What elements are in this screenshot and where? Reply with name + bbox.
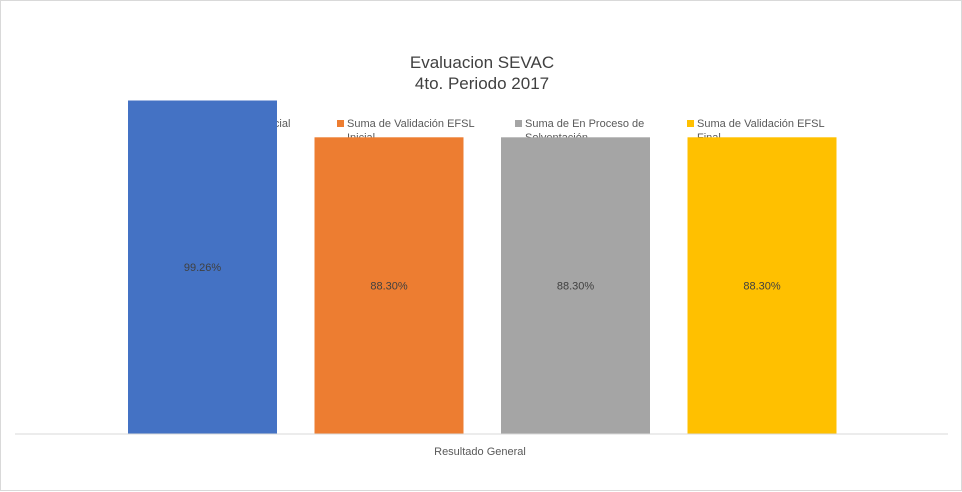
legend-swatch [687, 120, 694, 127]
bar [687, 137, 837, 435]
data-label: 88.30% [370, 281, 408, 293]
bar [128, 100, 277, 434]
data-label: 99.26% [184, 262, 222, 274]
bar [314, 137, 464, 435]
bar [501, 137, 650, 435]
chart-subtitle: 4to. Periodo 2017 [414, 74, 550, 93]
data-label: 88.30% [557, 281, 595, 293]
chart-title: Evaluacion SEVAC [409, 53, 555, 72]
legend-swatch [337, 120, 344, 127]
x-tick-label: Resultado General [434, 446, 526, 458]
data-label: 88.30% [743, 281, 781, 293]
legend-swatch [515, 120, 522, 127]
